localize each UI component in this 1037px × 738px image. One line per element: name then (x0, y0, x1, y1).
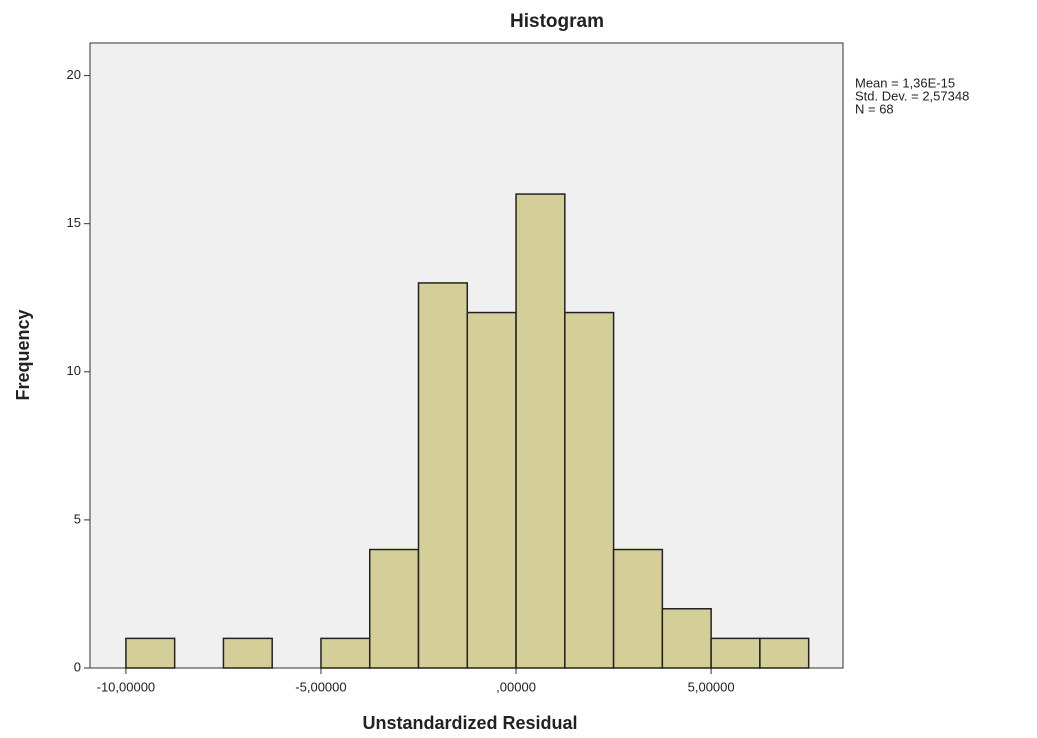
bar (565, 313, 614, 668)
x-tick-label: -10,00000 (97, 679, 156, 694)
x-tick-label: -5,00000 (295, 679, 346, 694)
bar (516, 194, 565, 668)
chart: Histogram Unstandardized Residual Freque… (0, 0, 1037, 738)
x-tick-label: ,00000 (496, 679, 536, 694)
bar (467, 313, 516, 668)
y-tick-label: 15 (67, 215, 81, 230)
bar (662, 609, 711, 668)
page: Histogram Unstandardized Residual Freque… (0, 0, 1037, 738)
y-tick-label: 20 (67, 67, 81, 82)
bar (126, 638, 175, 668)
chart-title: Histogram (510, 11, 604, 32)
y-tick-label: 0 (74, 659, 81, 674)
bar (419, 283, 468, 668)
y-tick-label: 10 (67, 363, 81, 378)
stat-note: N = 68 (855, 101, 894, 116)
bar (223, 638, 272, 668)
bar (760, 638, 809, 668)
bar (370, 550, 419, 668)
y-axis-title: Frequency (13, 309, 33, 400)
bar (614, 550, 663, 668)
x-tick-label: 5,00000 (688, 679, 735, 694)
bar (711, 638, 760, 668)
bar (321, 638, 370, 668)
y-tick-label: 5 (74, 511, 81, 526)
x-axis-title: Unstandardized Residual (362, 713, 577, 733)
